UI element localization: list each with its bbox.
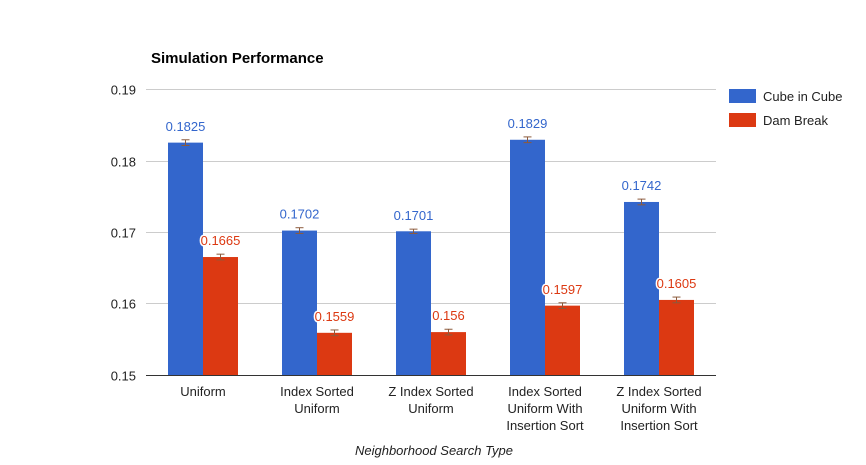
- legend-swatch: [729, 113, 756, 127]
- x-category-line: Uniform: [180, 384, 226, 399]
- data-label: 0.1665: [201, 233, 241, 248]
- bar-dam-break: [431, 332, 466, 375]
- bar-cube-in-cube: [168, 142, 203, 375]
- x-category-line: Insertion Sort: [506, 418, 584, 433]
- data-label: 0.1742: [622, 178, 662, 193]
- x-category-line: Uniform With: [507, 401, 582, 416]
- legend: Cube in Cube Dam Break: [729, 89, 843, 128]
- x-category-label: Index Sorted Uniform: [280, 384, 354, 416]
- bar-dam-break: [545, 305, 580, 375]
- x-category-line: Uniform: [294, 401, 340, 416]
- bar-dam-break: [659, 299, 694, 375]
- bars: [168, 139, 694, 375]
- y-tick-label: 0.16: [111, 297, 136, 312]
- data-labels: 0.1825 0.1665 0.1702 0.1559 0.1701 0.156 0.182…: [166, 116, 698, 326]
- data-label: 0.156: [432, 308, 465, 323]
- data-label: 0.1829: [508, 116, 548, 131]
- data-label: 0.1559: [315, 309, 355, 324]
- data-label: 0.1702: [280, 207, 320, 222]
- data-label: 0.1825: [166, 119, 206, 134]
- chart-title: Simulation Performance: [151, 50, 324, 67]
- data-label: 0.1605: [657, 276, 697, 291]
- y-tick-label: 0.17: [111, 226, 136, 241]
- x-category-label: Index Sorted Uniform With Insertion Sort: [506, 384, 584, 433]
- bar-cube-in-cube: [282, 230, 317, 375]
- y-tick-label: 0.15: [111, 369, 136, 384]
- x-category-line: Index Sorted: [508, 384, 582, 399]
- y-axis-ticks: 0.19 0.18 0.17 0.16 0.15: [111, 83, 136, 384]
- x-category-line: Insertion Sort: [620, 418, 698, 433]
- bar-dam-break: [317, 332, 352, 375]
- x-category-line: Index Sorted: [280, 384, 354, 399]
- x-category-line: Uniform: [408, 401, 454, 416]
- y-tick-label: 0.19: [111, 83, 136, 98]
- x-category-line: Z Index Sorted: [388, 384, 473, 399]
- error-bars: [181, 136, 681, 337]
- x-category-line: Z Index Sorted: [616, 384, 701, 399]
- x-category-line: Uniform With: [621, 401, 696, 416]
- bar-cube-in-cube: [624, 201, 659, 375]
- x-category-label: Z Index Sorted Uniform With Insertion Sort: [616, 384, 701, 433]
- data-label: 0.1701: [394, 208, 434, 223]
- x-category-label: Uniform: [180, 384, 226, 399]
- bar-cube-in-cube: [510, 139, 545, 375]
- legend-swatch: [729, 89, 756, 103]
- y-tick-label: 0.18: [111, 155, 136, 170]
- x-axis-title: Neighborhood Search Type: [355, 443, 513, 458]
- legend-label: Cube in Cube: [763, 89, 843, 104]
- x-category-label: Z Index Sorted Uniform: [388, 384, 473, 416]
- bar-cube-in-cube: [396, 231, 431, 375]
- data-label: 0.1597: [543, 282, 583, 297]
- bar-dam-break: [203, 257, 238, 375]
- legend-label: Dam Break: [763, 113, 829, 128]
